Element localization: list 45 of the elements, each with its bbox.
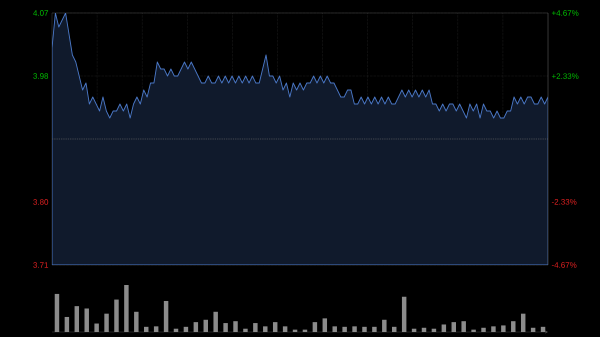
bar — [452, 322, 456, 332]
bar — [134, 312, 139, 332]
bar — [194, 322, 198, 332]
bar — [243, 328, 248, 332]
bar — [372, 326, 377, 332]
bar — [392, 326, 396, 332]
bar — [282, 326, 288, 332]
bar — [461, 321, 466, 332]
bar — [84, 308, 89, 332]
bar — [54, 294, 60, 332]
bar — [322, 318, 328, 332]
bar — [204, 320, 208, 332]
bar — [114, 300, 119, 332]
bar — [382, 320, 387, 332]
bar — [511, 321, 516, 332]
bar — [402, 296, 406, 332]
bar — [74, 306, 80, 332]
bar — [501, 325, 506, 332]
bar — [64, 316, 70, 332]
bar — [223, 323, 228, 332]
bar — [540, 326, 546, 332]
bar — [184, 326, 188, 332]
bar — [94, 324, 99, 332]
bar — [164, 300, 168, 332]
bar — [520, 314, 526, 332]
bar — [104, 314, 109, 332]
bar — [491, 326, 496, 332]
bar — [253, 323, 258, 332]
bar — [144, 326, 148, 332]
bar — [342, 326, 347, 332]
bar — [263, 326, 268, 332]
bar — [124, 285, 129, 332]
bar — [352, 326, 357, 332]
bar — [233, 321, 238, 332]
bar — [432, 328, 436, 332]
bar — [412, 328, 416, 332]
bar — [154, 326, 158, 332]
bar — [530, 328, 536, 332]
bar — [481, 328, 486, 332]
bar — [312, 322, 318, 332]
bar — [442, 324, 446, 332]
bar — [213, 312, 218, 332]
bar — [174, 328, 178, 332]
bar — [332, 326, 337, 332]
bar — [272, 322, 278, 332]
